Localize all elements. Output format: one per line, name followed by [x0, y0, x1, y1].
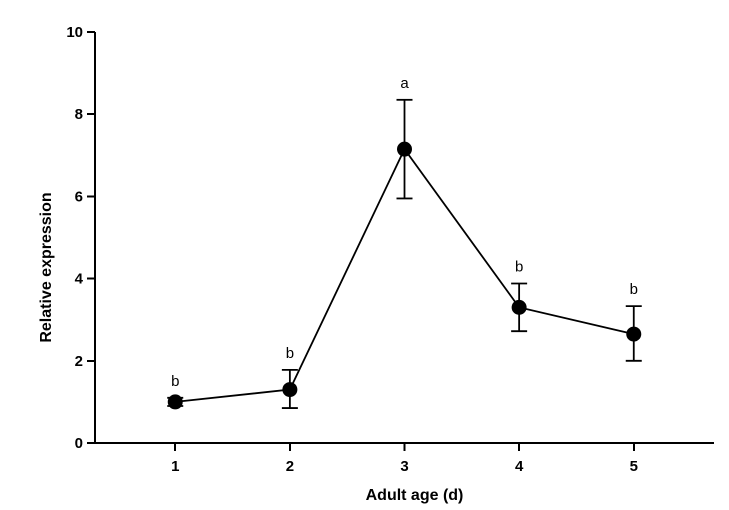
x-ticks: 1 2 3 4 5 [171, 443, 638, 475]
y-ticks: 0 2 4 6 8 10 [66, 24, 95, 452]
y-tick-label: 6 [75, 188, 83, 205]
data-point [282, 382, 298, 398]
x-axis-title: Adult age (d) [366, 487, 464, 504]
y-tick-label: 4 [75, 271, 84, 288]
data-point [167, 394, 183, 410]
y-tick-label: 10 [66, 24, 83, 41]
significance-label: b [286, 345, 294, 362]
x-tick-label: 1 [171, 458, 179, 475]
y-axis: 0 2 4 6 8 10 [66, 24, 97, 452]
significance-label: b [630, 281, 638, 298]
x-axis: 1 2 3 4 5 [95, 441, 714, 475]
y-tick-label: 8 [75, 106, 83, 123]
series-group: b b a b b [167, 75, 642, 410]
significance-label: b [171, 373, 179, 390]
x-tick-label: 3 [400, 458, 408, 475]
x-tick-label: 5 [630, 458, 638, 475]
significance-label: a [400, 75, 409, 92]
x-tick-label: 4 [515, 458, 524, 475]
y-tick-label: 0 [75, 435, 83, 452]
significance-label: b [515, 259, 523, 276]
y-tick-label: 2 [75, 353, 83, 370]
data-point [397, 141, 412, 157]
data-point [626, 326, 642, 342]
y-axis-title: Relative expression [38, 192, 55, 342]
data-point [511, 299, 527, 315]
x-tick-label: 2 [286, 458, 294, 475]
